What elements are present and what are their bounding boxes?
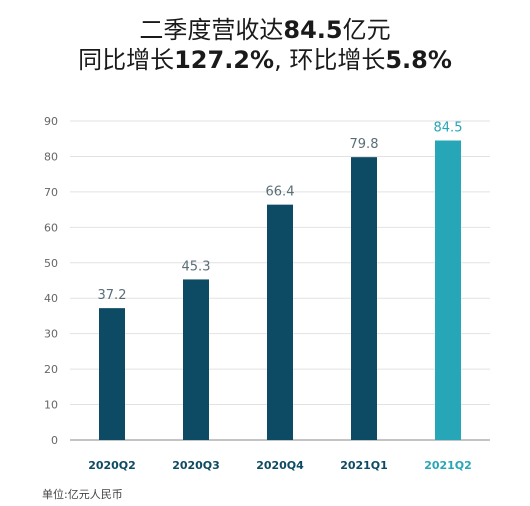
y-tick-label: 60 xyxy=(44,221,58,234)
y-tick-label: 80 xyxy=(44,150,58,163)
chart-title-line-2: 同比增长127.2%, 环比增长5.8% xyxy=(0,40,530,75)
title-segment: 5.8% xyxy=(385,46,452,74)
title-segment: 84.5 xyxy=(283,16,343,44)
y-tick-label: 70 xyxy=(44,186,58,199)
bar xyxy=(183,279,209,440)
bar-value-label: 37.2 xyxy=(98,288,127,303)
x-category-label: 2020Q2 xyxy=(88,459,136,472)
title-segment: 二季度营收达 xyxy=(139,16,284,44)
chart-title-line-1: 二季度营收达84.5亿元 xyxy=(0,10,530,45)
bar xyxy=(351,157,377,441)
y-tick-label: 30 xyxy=(44,328,58,341)
bar-value-label: 66.4 xyxy=(266,185,295,200)
y-tick-label: 40 xyxy=(44,292,58,305)
x-category-label: 2021Q1 xyxy=(340,459,388,472)
y-tick-label: 0 xyxy=(51,434,58,447)
title-segment: 亿元 xyxy=(342,16,391,44)
bar xyxy=(267,204,293,440)
bar-value-label: 79.8 xyxy=(350,137,379,152)
y-tick-label: 50 xyxy=(44,257,58,270)
x-category-label: 2020Q4 xyxy=(256,459,304,472)
y-tick-label: 90 xyxy=(44,115,58,128)
bar-value-label: 45.3 xyxy=(182,259,211,274)
unit-note: 单位:亿元人民币 xyxy=(42,488,123,501)
bar xyxy=(99,308,125,440)
title-segment: 同比增长 xyxy=(78,46,175,74)
bar xyxy=(435,140,461,440)
x-category-label: 2021Q2 xyxy=(424,459,472,472)
title-segment: 127.2% xyxy=(174,46,275,74)
title-segment: , 环比增长 xyxy=(274,46,386,74)
y-tick-label: 20 xyxy=(44,363,58,376)
x-category-label: 2020Q3 xyxy=(172,459,220,472)
bar-value-label: 84.5 xyxy=(434,120,463,135)
y-tick-label: 10 xyxy=(44,399,58,412)
